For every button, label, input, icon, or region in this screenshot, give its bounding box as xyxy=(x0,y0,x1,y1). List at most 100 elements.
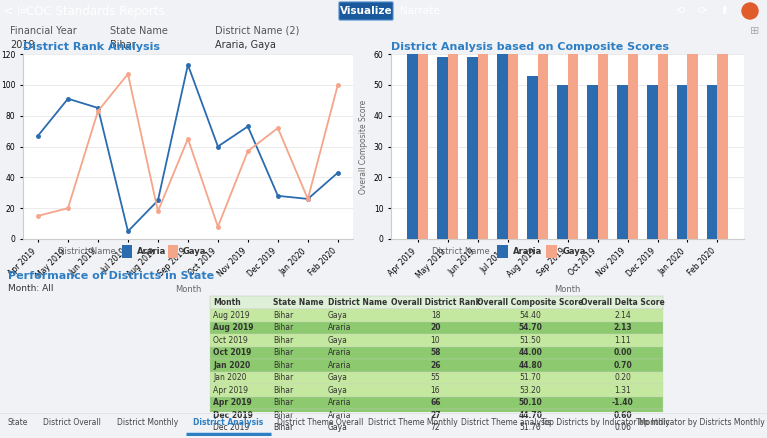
Bar xyxy=(448,39,458,239)
Text: Financial Year: Financial Year xyxy=(10,26,77,36)
Text: Aug 2019: Aug 2019 xyxy=(213,311,249,320)
Text: 44.00: 44.00 xyxy=(518,348,542,357)
Bar xyxy=(497,42,508,239)
Text: ⊞: ⊞ xyxy=(749,26,759,36)
Text: District Name: District Name xyxy=(433,247,490,256)
FancyBboxPatch shape xyxy=(339,2,393,20)
Text: Bihar: Bihar xyxy=(273,311,293,320)
Text: Gaya: Gaya xyxy=(183,247,206,256)
Text: Bihar: Bihar xyxy=(273,323,293,332)
Text: 66: 66 xyxy=(430,398,441,407)
Text: 54.40: 54.40 xyxy=(519,311,542,320)
Text: Gaya: Gaya xyxy=(328,373,348,382)
Text: 51.70: 51.70 xyxy=(519,373,542,382)
Text: 54.70: 54.70 xyxy=(518,323,542,332)
Bar xyxy=(210,334,663,346)
Text: Bihar: Bihar xyxy=(273,361,293,370)
Text: Araria: Araria xyxy=(328,411,351,420)
Text: 44.80: 44.80 xyxy=(518,361,542,370)
Text: 72: 72 xyxy=(431,423,440,432)
Circle shape xyxy=(742,3,758,19)
Text: Overall District Rank: Overall District Rank xyxy=(390,298,480,307)
Text: COC Standards Reports: COC Standards Reports xyxy=(25,4,164,18)
Text: 27: 27 xyxy=(430,411,441,420)
Bar xyxy=(617,85,627,239)
Text: 55: 55 xyxy=(430,373,440,382)
Bar xyxy=(210,421,663,434)
Text: District Theme analysis: District Theme analysis xyxy=(461,417,551,427)
Bar xyxy=(467,57,478,239)
Bar xyxy=(597,54,608,239)
Text: Bihar: Bihar xyxy=(273,398,293,407)
Text: Gaya: Gaya xyxy=(562,247,586,256)
Text: Overall Delta Score: Overall Delta Score xyxy=(581,298,665,307)
Text: Top Indicator by Districts Monthly: Top Indicator by Districts Monthly xyxy=(636,417,765,427)
Text: 20: 20 xyxy=(430,323,441,332)
Bar xyxy=(210,409,663,421)
Text: <: < xyxy=(3,4,13,18)
Text: Araria: Araria xyxy=(328,348,351,357)
Text: ⬆: ⬆ xyxy=(719,6,729,16)
Text: Bihar: Bihar xyxy=(273,411,293,420)
Bar xyxy=(627,54,638,239)
Bar xyxy=(657,54,668,239)
X-axis label: Month: Month xyxy=(175,285,201,294)
Text: Bihar: Bihar xyxy=(273,373,293,382)
Text: District Name (2): District Name (2) xyxy=(215,26,299,36)
Text: 0.00: 0.00 xyxy=(614,348,632,357)
Text: Araria: Araria xyxy=(137,247,166,256)
Bar xyxy=(210,359,663,371)
Bar xyxy=(497,245,508,258)
Text: Araria, Gaya: Araria, Gaya xyxy=(215,40,276,50)
Bar xyxy=(677,85,687,239)
Text: 51.50: 51.50 xyxy=(519,336,542,345)
Text: Dec 2019: Dec 2019 xyxy=(213,423,249,432)
Text: 2.14: 2.14 xyxy=(614,311,631,320)
Text: 50.10: 50.10 xyxy=(518,398,542,407)
Text: 0.06: 0.06 xyxy=(614,423,631,432)
Bar xyxy=(478,39,488,239)
Text: Apr 2019: Apr 2019 xyxy=(213,386,248,395)
Text: 16: 16 xyxy=(431,386,440,395)
Text: District Rank Analysis: District Rank Analysis xyxy=(23,42,160,52)
Text: Jan 2020: Jan 2020 xyxy=(213,361,250,370)
Text: 0.70: 0.70 xyxy=(614,361,632,370)
Text: 53.20: 53.20 xyxy=(519,386,542,395)
Bar xyxy=(210,296,663,309)
Y-axis label: Overall Composite Score: Overall Composite Score xyxy=(359,99,368,194)
Text: District Theme Monthly: District Theme Monthly xyxy=(368,417,458,427)
Text: ⟳: ⟳ xyxy=(697,6,706,16)
Text: Performance of Districts in State: Performance of Districts in State xyxy=(8,271,214,281)
Text: Visualize: Visualize xyxy=(340,6,392,16)
Text: 2.13: 2.13 xyxy=(614,323,632,332)
Text: Aug 2019: Aug 2019 xyxy=(213,323,254,332)
X-axis label: Month: Month xyxy=(555,285,581,294)
Text: Bihar: Bihar xyxy=(273,336,293,345)
Text: Dec 2019: Dec 2019 xyxy=(213,411,253,420)
Text: Bihar: Bihar xyxy=(110,40,136,50)
Text: Oct 2019: Oct 2019 xyxy=(213,336,248,345)
Text: Overall Composite Score: Overall Composite Score xyxy=(477,298,584,307)
Bar xyxy=(210,396,663,409)
Bar xyxy=(647,85,657,239)
Text: Araria: Araria xyxy=(328,398,351,407)
Bar xyxy=(568,54,578,239)
Bar xyxy=(587,85,597,239)
Text: Apr 2019: Apr 2019 xyxy=(213,398,252,407)
Bar xyxy=(437,57,448,239)
Bar xyxy=(557,85,568,239)
Text: Oct 2019: Oct 2019 xyxy=(213,348,252,357)
Bar xyxy=(122,245,132,258)
Bar xyxy=(687,54,698,239)
Text: Top Districts by Indicator Monthly: Top Districts by Indicator Monthly xyxy=(541,417,670,427)
Text: Narrate: Narrate xyxy=(400,6,439,16)
Text: Bihar: Bihar xyxy=(273,423,293,432)
Text: 0.20: 0.20 xyxy=(614,373,631,382)
Bar xyxy=(210,346,663,359)
Text: Gaya: Gaya xyxy=(328,386,348,395)
Text: Jan 2020: Jan 2020 xyxy=(213,373,246,382)
Text: Araria: Araria xyxy=(328,361,351,370)
Bar xyxy=(538,39,548,239)
Text: Month: All: Month: All xyxy=(8,284,54,293)
Bar xyxy=(418,39,428,239)
